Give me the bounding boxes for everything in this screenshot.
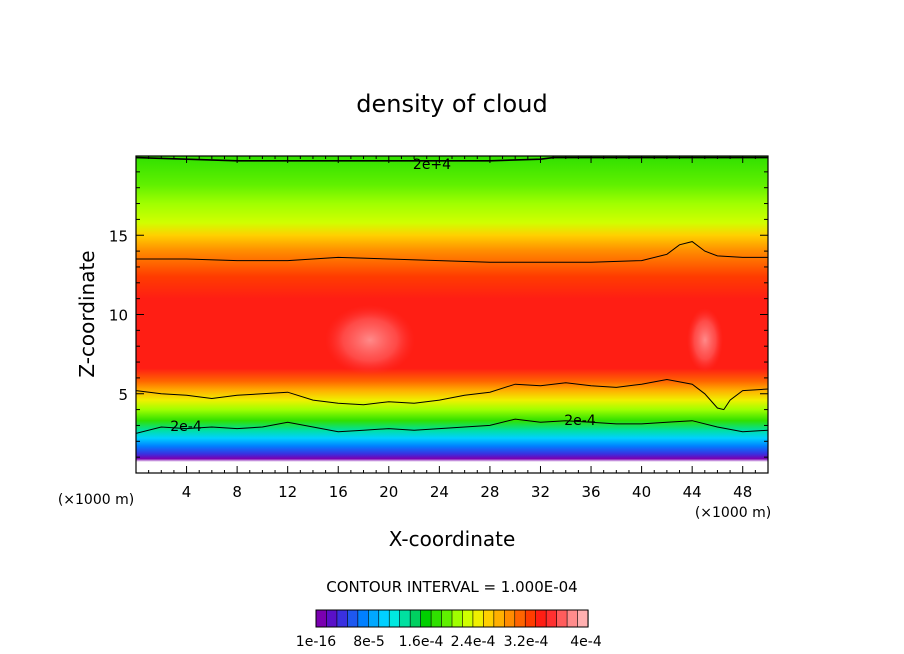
x-tick-label: 36 — [581, 483, 600, 501]
colorbar-swatch — [493, 609, 505, 628]
colorbar-swatch — [504, 609, 516, 628]
colorbar-swatch — [524, 609, 537, 628]
colorbar-swatch — [556, 609, 568, 628]
chart-title: density of cloud — [356, 90, 547, 118]
y-axis-label: Z-coordinate — [75, 250, 99, 377]
colorbar-swatch — [462, 609, 474, 628]
y-tick-label: 15 — [109, 227, 128, 245]
contour-line-upper — [136, 241, 768, 263]
contour-label-top: 2e+4 — [413, 157, 451, 173]
colorbar-swatch — [336, 609, 348, 628]
colorbar-swatch — [514, 609, 526, 628]
x-tick-label: 4 — [182, 483, 192, 501]
contour-interval-note: CONTOUR INTERVAL = 1.000E-04 — [326, 578, 577, 596]
x-unit-label-left: (×1000 m) — [58, 492, 134, 508]
colorbar-label: 3.2e-4 — [504, 634, 549, 650]
x-tick-label: 24 — [430, 483, 449, 501]
x-tick-label: 28 — [480, 483, 499, 501]
colorbar-label: 2.4e-4 — [451, 634, 496, 650]
contour-label-low-right: 2e-4 — [564, 413, 596, 429]
colorbar-swatch — [441, 609, 453, 628]
colorbar-swatch — [430, 609, 443, 628]
colorbar-swatch — [388, 609, 401, 628]
core-hotspot-right — [687, 308, 723, 372]
colorbar-swatch — [357, 609, 369, 628]
core-hotspot-left — [325, 305, 415, 375]
x-tick-label: 48 — [733, 483, 752, 501]
colorbar-swatch — [347, 609, 359, 628]
colorbar-label: 4e-4 — [570, 634, 602, 650]
colorbar-label: 1e-16 — [296, 634, 336, 650]
contour-label-low-left: 2e-4 — [170, 419, 202, 435]
colorbar-swatch — [378, 609, 390, 628]
contour-lines — [136, 156, 768, 434]
x-tick-label: 44 — [683, 483, 702, 501]
colorbar-frame — [315, 609, 589, 628]
field-background — [136, 156, 768, 473]
x-tick-label: 12 — [278, 483, 297, 501]
colorbar-swatch — [326, 609, 338, 628]
colorbar-swatch — [409, 609, 422, 628]
colorbar-label: 1.6e-4 — [399, 634, 444, 650]
colorbar-swatch — [535, 609, 547, 628]
y-axis-ticks: 5 10 15 — [109, 171, 768, 458]
colorbar-labels: 1e-16 8e-5 1.6e-4 2.4e-4 3.2e-4 4e-4 — [296, 634, 602, 650]
colorbar-label: 8e-5 — [353, 634, 384, 650]
colorbar-swatch — [420, 609, 432, 628]
colorbar-swatch — [399, 609, 411, 628]
x-axis-ticks: 4 8 12 16 20 24 28 32 36 40 44 48 — [148, 156, 756, 501]
contour-line-mid — [136, 378, 768, 411]
x-axis-label: X-coordinate — [389, 527, 516, 551]
contour-line-low — [136, 418, 768, 434]
x-tick-label: 16 — [329, 483, 348, 501]
colorbar-swatch — [566, 609, 579, 628]
x-tick-label: 8 — [232, 483, 242, 501]
y-tick-label: 10 — [109, 307, 128, 325]
x-tick-label: 20 — [379, 483, 398, 501]
colorbar — [315, 609, 589, 628]
colorbar-swatch — [577, 609, 589, 628]
colorbar-swatch — [315, 609, 328, 628]
x-unit-label-right: (×1000 m) — [695, 505, 771, 521]
y-tick-label: 5 — [118, 386, 128, 404]
colorbar-swatch — [483, 609, 495, 628]
colorbar-swatch — [545, 609, 558, 628]
colorbar-swatch — [368, 609, 380, 628]
x-tick-label: 32 — [531, 483, 550, 501]
x-tick-label: 40 — [632, 483, 651, 501]
colorbar-swatch — [451, 609, 464, 628]
colorbar-swatch — [472, 609, 484, 628]
plot-area — [136, 156, 768, 473]
